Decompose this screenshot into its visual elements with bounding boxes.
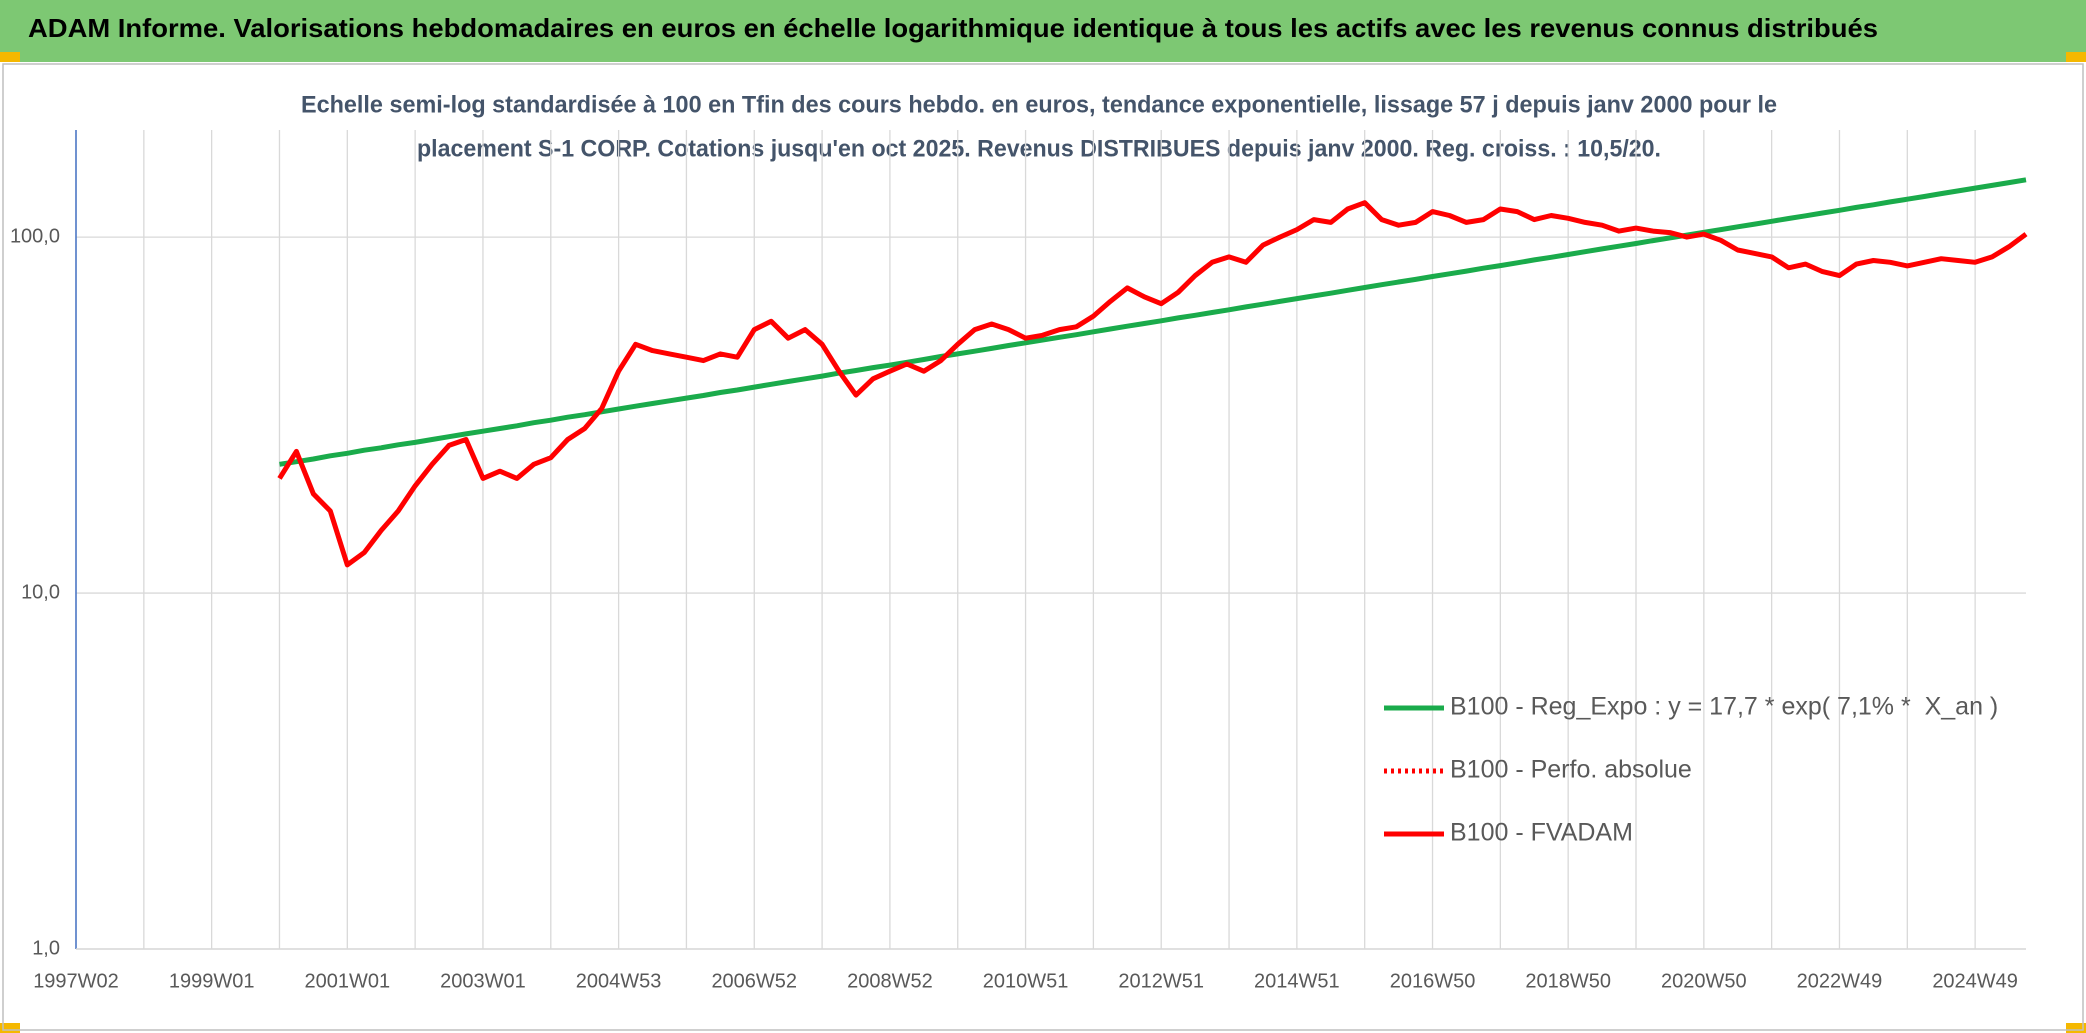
x-tick-label: 2010W51 [983,970,1069,992]
x-tick-label: 1999W01 [169,970,255,992]
x-tick-label: 2004W53 [576,970,662,992]
x-tick-label: 2008W52 [847,970,933,992]
x-tick-label: 2016W50 [1390,970,1476,992]
chart-subtitle: Echelle semi-log standardisée à 100 en T… [301,91,1777,118]
x-tick-label: 2012W51 [1118,970,1204,992]
x-tick-label: 2006W52 [711,970,797,992]
y-tick-label: 100,0 [10,225,60,247]
x-tick-label: 2024W49 [1932,970,2018,992]
corner [0,52,20,62]
x-tick-label: 2014W51 [1254,970,1340,992]
x-tick-label: 2003W01 [440,970,526,992]
series-line [277,200,2028,568]
series-line [279,177,2027,467]
chart-subtitle: placement S-1 CORP. Cotations jusqu'en o… [417,135,1661,162]
legend-label: B100 - Perfo. absolue [1450,756,1692,784]
corner [2066,52,2086,62]
legend-label: B100 - FVADAM [1450,819,1633,847]
header-title: ADAM Informe. Valorisations hebdomadaire… [28,13,1878,43]
x-tick-label: 2018W50 [1525,970,1611,992]
y-tick-label: 10,0 [21,581,60,603]
x-tick-label: 2020W50 [1661,970,1747,992]
legend-label: B100 - Reg_Expo : y = 17,7 * exp( 7,1% *… [1450,693,1998,721]
y-tick-label: 1,0 [32,937,60,959]
x-tick-label: 2022W49 [1797,970,1883,992]
chart-frame [2,63,2084,1031]
corner [0,1023,20,1033]
header-bar [0,0,2086,62]
x-tick-label: 2001W01 [304,970,390,992]
x-tick-label: 1997W02 [33,970,119,992]
corner [2066,1023,2086,1033]
